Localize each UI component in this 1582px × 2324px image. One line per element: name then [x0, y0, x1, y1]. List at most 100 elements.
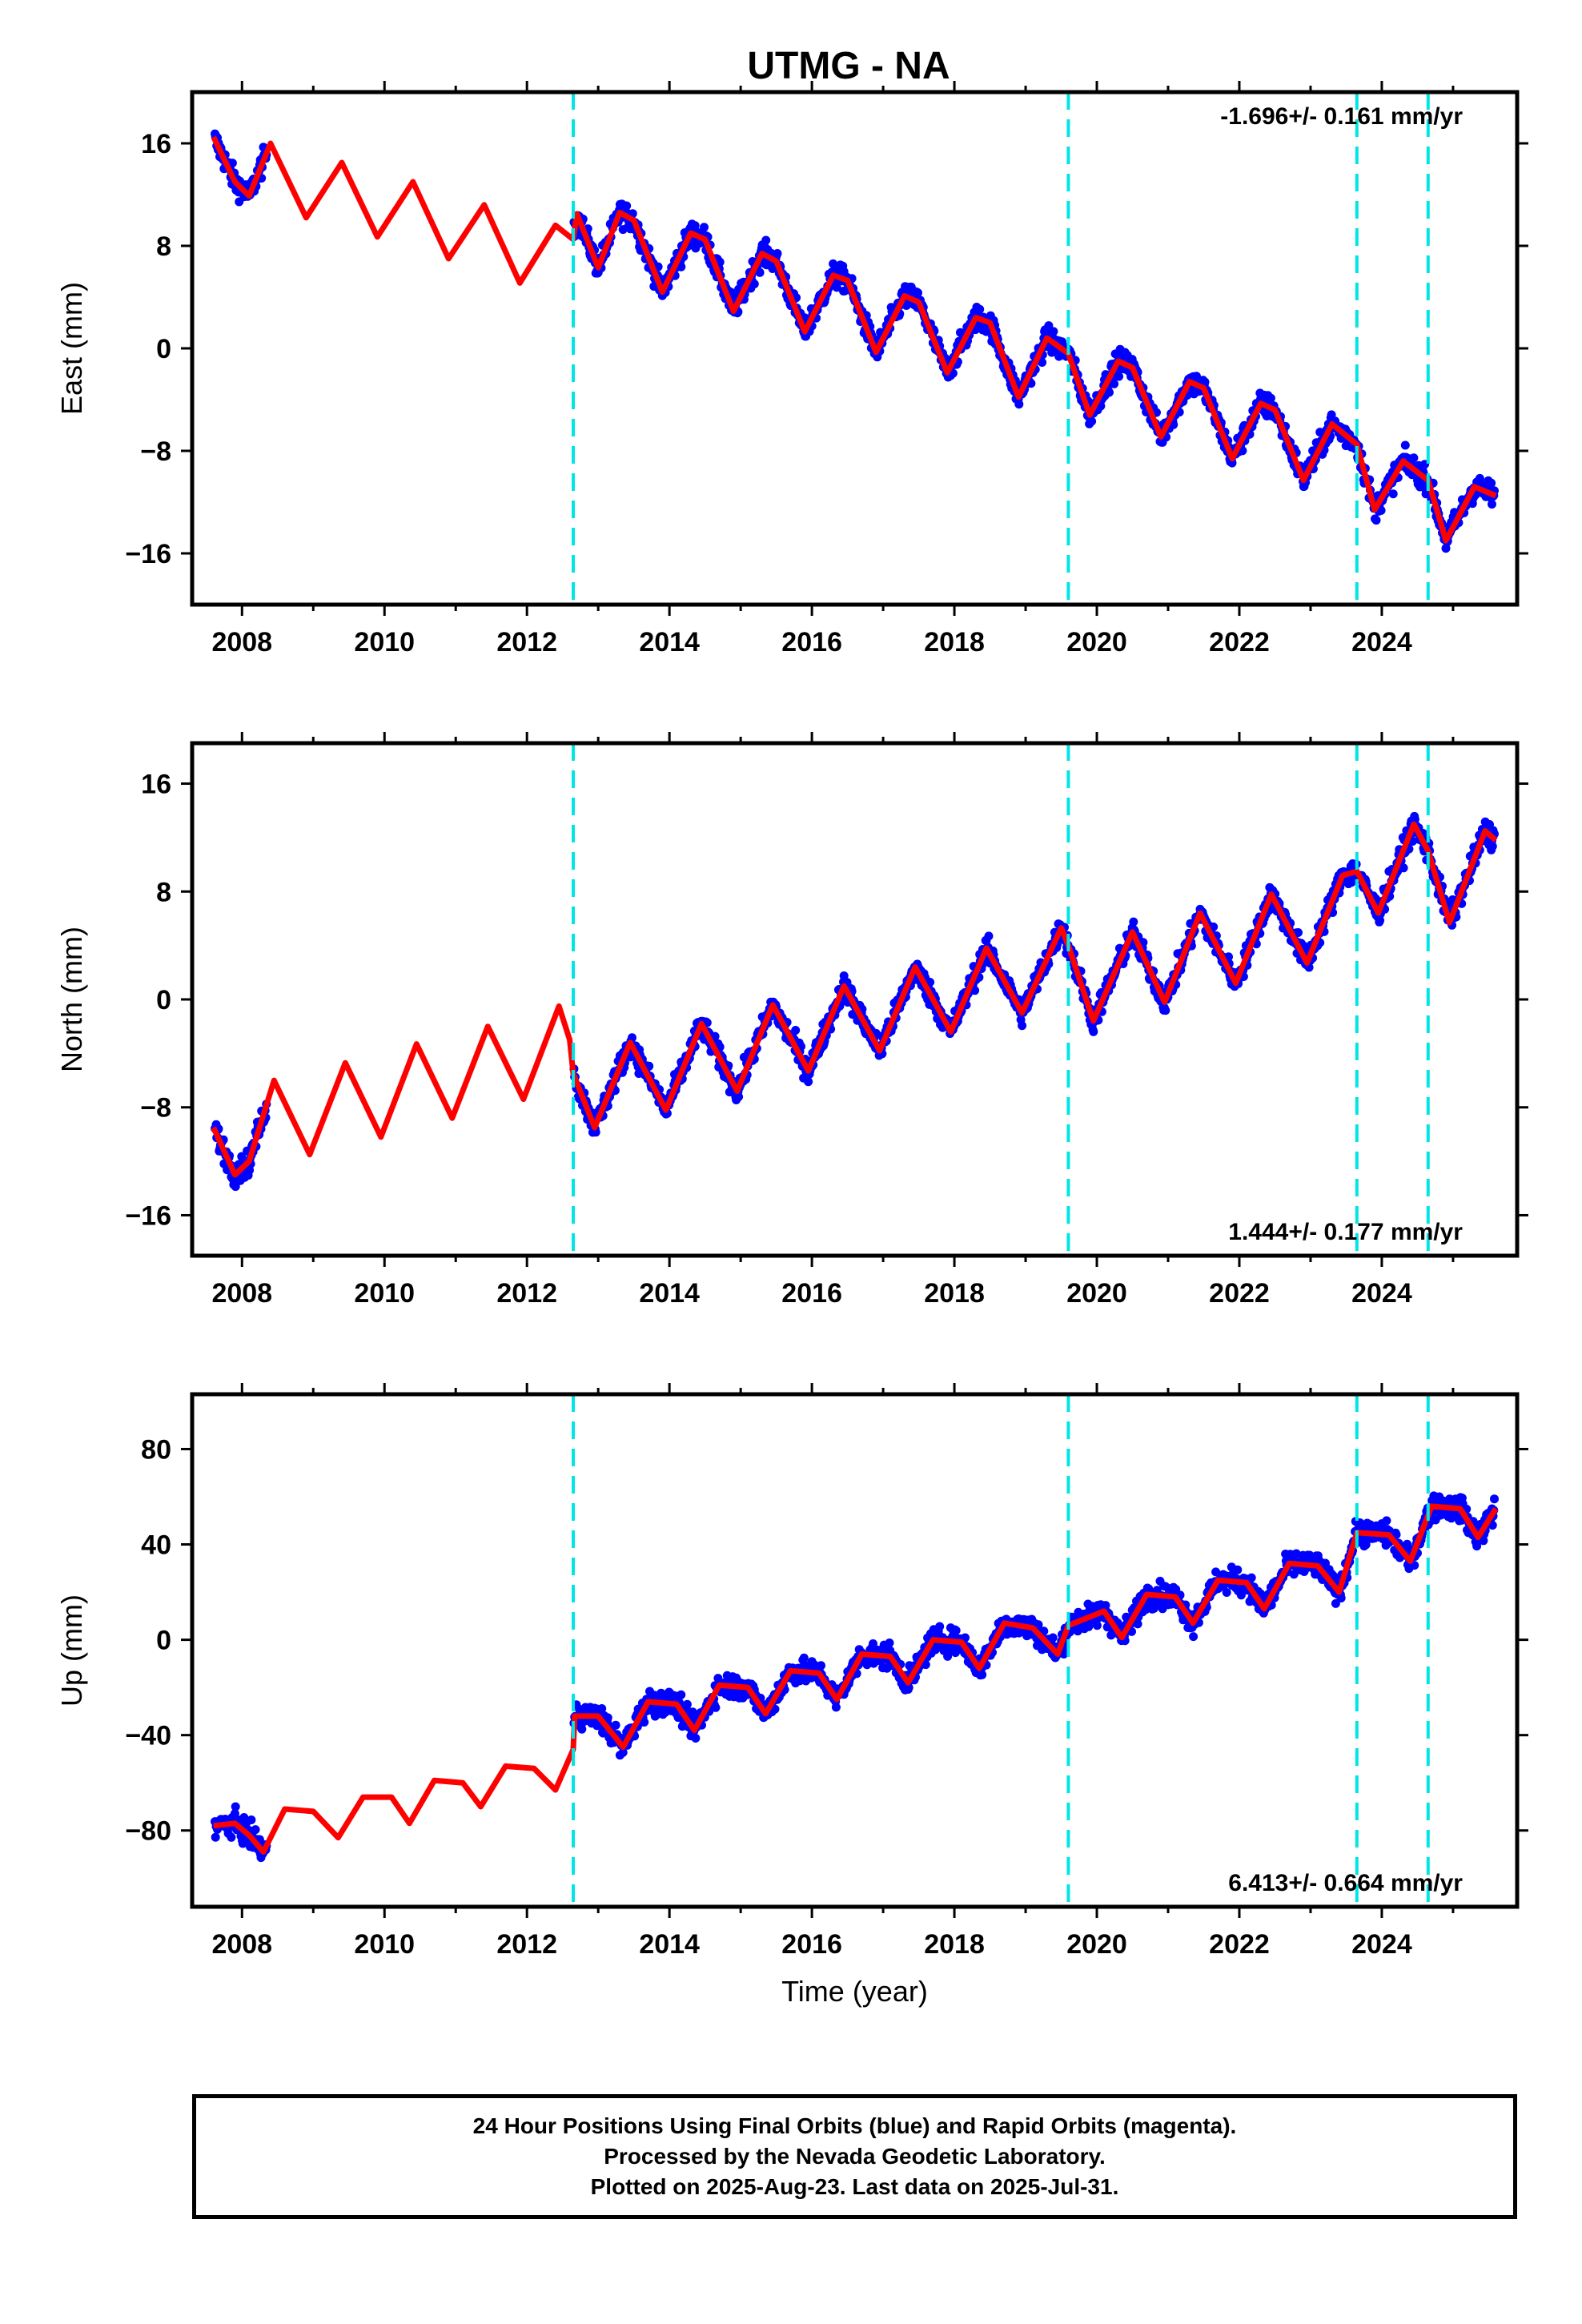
observation-point	[1409, 453, 1419, 463]
observation-point	[1376, 505, 1386, 515]
north-plot-area	[211, 811, 1499, 1192]
observation-point	[1361, 1540, 1371, 1550]
observation-point	[1233, 1565, 1243, 1574]
observation-point	[1236, 1590, 1246, 1600]
up-x-tick-label: 2018	[924, 1929, 985, 1960]
observation-point	[1101, 1601, 1110, 1610]
north-rate-annotation: 1.444+/- 0.177 mm/yr	[1228, 1219, 1463, 1245]
up-x-tick-label: 2022	[1209, 1929, 1270, 1960]
observation-point	[622, 201, 632, 211]
east-x-tick-label: 2008	[211, 627, 272, 657]
observation-point	[1133, 1619, 1142, 1629]
observation-point	[577, 1724, 587, 1734]
observation-point	[1487, 478, 1496, 488]
observation-point	[227, 159, 237, 168]
observation-point	[247, 1815, 256, 1824]
observation-point	[1087, 416, 1097, 426]
up-x-tick-label: 2008	[211, 1929, 272, 1960]
observation-point	[799, 1653, 809, 1663]
north-y-axis-label: North (mm)	[55, 927, 88, 1072]
observation-point	[984, 931, 994, 941]
north-x-tick-label: 2010	[354, 1278, 415, 1309]
up-rate-annotation: 6.413+/- 0.664 mm/yr	[1228, 1870, 1463, 1896]
observation-point	[734, 1092, 744, 1102]
observation-point	[251, 1825, 260, 1835]
observation-point	[611, 1720, 620, 1730]
observation-point	[231, 1182, 240, 1192]
observation-point	[656, 1688, 666, 1698]
east-x-tick-label: 2016	[781, 627, 842, 657]
observation-point	[1059, 1650, 1069, 1659]
north-x-tick-label: 2018	[924, 1278, 985, 1309]
chart-title: UTMG - NA	[747, 45, 950, 87]
observation-point	[1488, 842, 1497, 851]
east-y-tick-label: 0	[156, 334, 171, 364]
observation-point	[677, 262, 686, 271]
observation-point	[710, 1031, 720, 1041]
north-y-tick-label: 8	[156, 877, 171, 907]
observation-point	[755, 267, 765, 277]
observation-point	[1247, 1573, 1256, 1582]
observation-point	[978, 1670, 987, 1679]
east-x-tick-label: 2024	[1351, 627, 1412, 657]
north-x-tick-label: 2012	[496, 1278, 557, 1309]
observation-point	[677, 1690, 686, 1699]
observation-point	[1161, 1006, 1170, 1015]
observation-point	[975, 304, 985, 314]
observation-point	[691, 1734, 701, 1743]
north-model-line	[211, 821, 1498, 1178]
east-y-tick-label: −8	[140, 436, 171, 467]
observation-point	[817, 1661, 825, 1671]
observation-point	[749, 279, 759, 289]
observation-point	[603, 1713, 612, 1723]
observation-point	[904, 1683, 913, 1692]
observation-point	[1018, 1021, 1027, 1031]
observation-point	[804, 1077, 813, 1087]
observation-point	[1105, 388, 1114, 397]
up-x-tick-label: 2016	[781, 1929, 842, 1960]
north-y-tick-label: −8	[140, 1093, 171, 1124]
north-x-tick-label: 2008	[211, 1278, 272, 1309]
observation-point	[1144, 1584, 1154, 1594]
observation-point	[1294, 928, 1303, 937]
observation-point	[618, 1747, 628, 1757]
observation-point	[1266, 393, 1275, 403]
observation-point	[921, 1660, 930, 1670]
east-x-tick-label: 2022	[1209, 627, 1270, 657]
up-y-tick-label: −80	[125, 1816, 171, 1847]
observation-point	[970, 986, 980, 995]
east-x-tick-label: 2010	[354, 627, 415, 657]
observation-point	[761, 235, 771, 245]
north-x-tick-label: 2024	[1351, 1278, 1412, 1309]
north-x-tick-label: 2020	[1066, 1278, 1127, 1309]
footer-line-3: Plotted on 2025-Aug-23. Last data on 202…	[590, 2174, 1119, 2199]
observation-point	[211, 1832, 220, 1842]
observation-point	[711, 1703, 721, 1712]
east-y-tick-label: 16	[141, 129, 171, 159]
observation-point	[700, 223, 709, 232]
observation-point	[1092, 1621, 1102, 1630]
observation-point	[690, 221, 700, 231]
observation-point	[1289, 1570, 1299, 1579]
east-y-axis-label: East (mm)	[55, 282, 88, 415]
observation-point	[1472, 1542, 1482, 1551]
observation-point	[688, 1707, 697, 1717]
observation-point	[1399, 863, 1408, 873]
up-x-tick-label: 2024	[1351, 1929, 1412, 1960]
observation-point	[773, 249, 782, 258]
observation-point	[227, 1832, 236, 1842]
observation-point	[1200, 377, 1210, 387]
east-plot-area	[211, 129, 1499, 553]
up-y-tick-label: 40	[141, 1530, 171, 1561]
observation-point	[831, 1703, 841, 1712]
panels: 2008 2010 2012 2014 2016 2018 2020 2022 2024 16 8 0…	[55, 81, 1528, 2008]
observation-point	[1375, 915, 1385, 925]
observation-point	[1048, 1633, 1058, 1642]
observation-point	[1129, 917, 1138, 927]
up-x-tick-label: 2014	[639, 1929, 700, 1960]
observation-point	[1222, 1588, 1231, 1597]
x-axis-label: Time (year)	[781, 1975, 928, 2008]
observation-point	[951, 1626, 961, 1635]
observation-point	[1189, 1632, 1199, 1642]
